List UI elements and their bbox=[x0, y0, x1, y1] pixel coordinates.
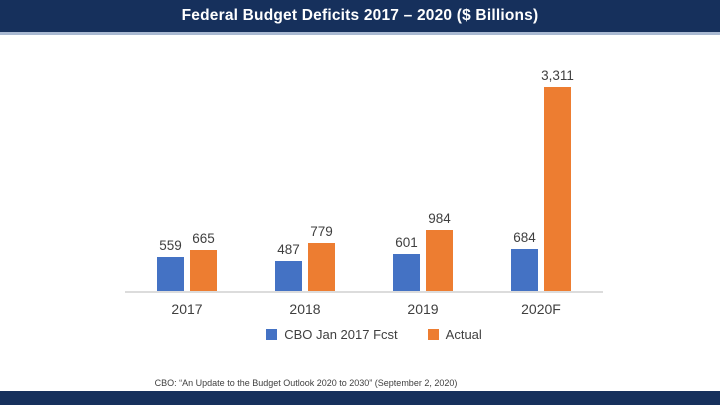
bar-pair: 684 3,311 bbox=[511, 68, 574, 291]
legend-label-forecast: CBO Jan 2017 Fcst bbox=[284, 327, 398, 342]
bar-forecast-2018 bbox=[275, 261, 302, 291]
bar-column: 487 bbox=[275, 242, 302, 291]
value-label-forecast-2018: 487 bbox=[277, 242, 300, 257]
value-label-actual-2018: 779 bbox=[310, 224, 333, 239]
bar-pair: 487 779 bbox=[275, 224, 335, 291]
footer-citation: CBO: “An Update to the Budget Outlook 20… bbox=[154, 378, 458, 388]
value-label-actual-2019: 984 bbox=[428, 211, 451, 227]
bar-pair: 559 665 bbox=[157, 231, 217, 291]
bar-forecast-2020F bbox=[511, 248, 538, 291]
category-label-2017: 2017 bbox=[171, 301, 203, 317]
bar-forecast-2017 bbox=[157, 256, 184, 291]
legend-item-actual: Actual bbox=[427, 327, 482, 342]
category-label-2020F: 2020F bbox=[521, 301, 561, 317]
bar-group-2018: 487 779 2018 bbox=[275, 87, 335, 317]
bar-group-2019: 601 984 2019 bbox=[393, 87, 453, 317]
value-label-forecast-2019: 601 bbox=[395, 235, 418, 250]
bar-column: 601 bbox=[393, 235, 420, 291]
bar-forecast-2019 bbox=[393, 254, 420, 291]
legend-swatch-icon bbox=[427, 329, 439, 340]
category-label-2018: 2018 bbox=[289, 301, 321, 317]
value-label-actual-2017: 665 bbox=[192, 231, 215, 246]
bar-column: 665 bbox=[190, 231, 217, 291]
legend-item-forecast: CBO Jan 2017 Fcst bbox=[266, 327, 398, 342]
bar-actual-2020F bbox=[544, 87, 571, 291]
bar-column: 559 bbox=[157, 238, 184, 291]
bar-actual-2018 bbox=[308, 243, 335, 291]
chart-plot: 559 665 2017 487 779 2018 601 984 2019 684 3,311 20… bbox=[128, 68, 600, 317]
page-title: Federal Budget Deficits 2017 – 2020 ($ B… bbox=[181, 7, 539, 24]
legend: CBO Jan 2017 Fcst Actual bbox=[14, 327, 720, 342]
legend-label-actual: Actual bbox=[445, 327, 482, 342]
value-label-forecast-2017: 559 bbox=[159, 237, 182, 253]
title-bar: Federal Budget Deficits 2017 – 2020 ($ B… bbox=[0, 0, 720, 35]
bar-column: 779 bbox=[308, 224, 335, 291]
bar-pair: 601 984 bbox=[393, 211, 453, 291]
bar-column: 3,311 bbox=[541, 68, 574, 291]
legend-swatch-icon bbox=[266, 329, 278, 340]
bar-group-2020F: 684 3,311 2020F bbox=[511, 68, 574, 317]
bottom-bar bbox=[0, 391, 720, 405]
bar-actual-2019 bbox=[426, 230, 453, 291]
value-label-actual-2020F: 3,311 bbox=[541, 68, 574, 83]
value-label-forecast-2020F: 684 bbox=[513, 229, 536, 245]
bar-actual-2017 bbox=[190, 250, 217, 291]
category-label-2019: 2019 bbox=[407, 301, 439, 317]
bar-column: 984 bbox=[426, 211, 453, 291]
bar-column: 684 bbox=[511, 230, 538, 291]
bar-group-2017: 559 665 2017 bbox=[157, 87, 217, 317]
x-axis-line bbox=[125, 291, 603, 293]
